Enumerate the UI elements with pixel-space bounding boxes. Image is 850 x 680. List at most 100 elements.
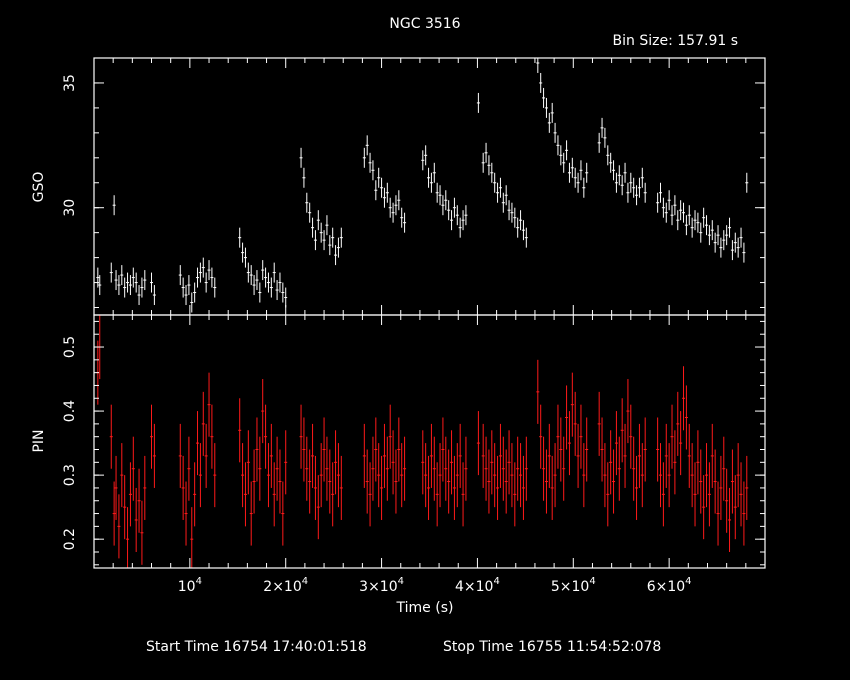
pin-data-point [339,455,343,520]
pin-data-point [302,417,306,482]
pin-data-point [424,443,428,508]
gso-data-point [308,202,312,223]
pin-data-point [464,436,468,501]
pin-data-point [696,430,700,495]
pin-data-point [269,423,273,488]
pin-data-point [427,455,431,520]
pin-data-point [710,423,714,488]
gso-data-point [553,122,557,143]
pin-data-point [316,475,320,540]
gso-data-point [131,267,135,288]
gso-data-point [673,195,677,216]
pin-data-point [496,455,500,520]
pin-data-point [266,443,270,508]
gso-data-point [400,207,404,228]
pin-data-point [429,423,433,488]
gso-data-point [264,267,268,288]
pin-data-point [585,417,589,482]
gso-data-point [614,172,618,193]
gso-data-point [600,117,604,138]
gso-data-point [507,200,511,221]
pin-data-point [640,443,644,508]
gso-data-point [501,192,505,213]
pin-data-point [643,417,647,482]
gso-data-point [120,265,124,286]
gso-data-point [213,277,217,298]
pin-data-point [394,449,398,514]
gso-data-point [547,112,551,133]
pin-data-point [140,500,144,565]
pin-data-point [210,404,214,469]
pin-data-point [447,449,451,514]
gso-data-point [702,207,706,228]
x-tick-label: 104 [178,576,202,595]
gso-data-point [612,160,616,181]
x-tick-label: 5×104 [551,576,596,595]
gso-data-point [272,262,276,283]
gso-data-point [640,167,644,188]
pin-data-point [661,462,665,527]
pin-data-point [707,462,711,527]
gso-data-point [585,162,589,183]
pin-data-point [438,443,442,508]
gso-data-point [339,227,343,248]
pin-data-point [198,443,202,508]
gso-data-point [255,270,259,291]
pin-data-point [377,443,381,508]
gso-data-point [112,195,116,216]
pin-data-point [507,430,511,495]
pin-data-point [264,404,268,469]
gso-data-point [620,175,624,196]
gso-data-point [438,185,442,206]
pin-data-point [629,404,633,469]
gso-data-point [458,217,462,238]
pin-data-point [716,481,720,546]
pin-data-point [559,417,563,482]
pin-data-point [637,423,641,488]
pin-data-point [152,423,156,488]
pin-data-point [365,449,369,514]
gso-data-point [455,205,459,226]
gso-data-point [325,215,329,236]
pin-data-point [382,423,386,488]
gso-data-point [637,177,641,198]
gso-data-point [150,272,154,293]
pin-data-point [719,455,723,520]
start-time-label: Start Time 16754 17:40:01:518 [146,639,367,655]
pin-data-point [385,436,389,501]
pin-data-point [455,443,459,508]
gso-data-point [196,267,200,288]
pin-data-point [484,436,488,501]
gso-data-point [193,282,197,303]
pin-data-point [656,417,660,482]
pin-data-point [542,436,546,501]
pin-data-point [600,417,604,482]
pin-data-point [331,462,335,527]
gso-data-point [275,280,279,301]
gso-data-point [676,210,680,231]
gso-data-point [562,152,566,173]
pin-panel: 0.2 0.3 0.4 0.5 [62,314,766,569]
gso-data-point [388,197,392,218]
gso-data-point [542,87,546,108]
pin-data-point [576,423,580,488]
pin-data-point [249,481,253,546]
pin-frame [93,314,766,569]
x-tick-label: 3×104 [359,576,404,595]
gso-data-point [134,272,138,293]
pin-data-point [241,443,245,508]
gso-data-point [690,217,694,238]
pin-data-point [614,411,618,476]
pin-data-point [620,398,624,463]
gso-data-point [187,275,191,296]
pin-data-point [519,443,523,508]
pin-data-point [521,455,525,520]
pin-data-point [126,507,130,568]
gso-data-point [510,202,514,223]
pin-data-point [131,436,135,501]
pin-data-point [196,411,200,476]
pin-y-tick-label: 0.5 [62,336,78,358]
pin-data-point [261,379,265,444]
gso-data-point [661,197,665,218]
gso-data-point [570,157,574,178]
